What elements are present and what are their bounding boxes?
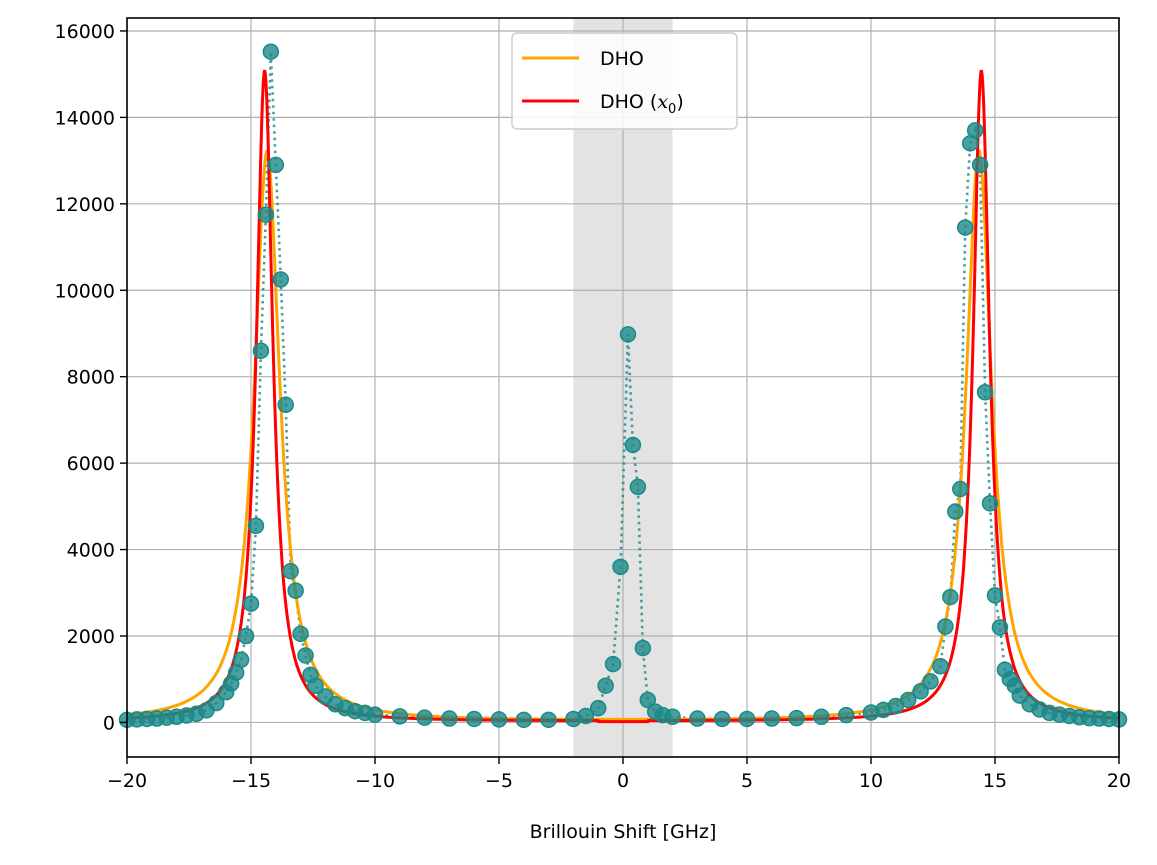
data-point [952, 480, 969, 498]
y-tick-label: 2000 [67, 626, 115, 648]
y-tick-label: 0 [103, 712, 115, 734]
data-point [232, 651, 250, 669]
y-tick-label: 12000 [55, 194, 115, 216]
data-point [391, 708, 409, 725]
x-tick-label: 0 [617, 770, 629, 792]
data-point [237, 627, 255, 645]
data-point [589, 699, 607, 717]
data-point [208, 694, 225, 712]
data-point [619, 326, 637, 343]
data-point [292, 625, 309, 643]
data-point [713, 710, 731, 728]
data-point [837, 706, 855, 724]
x-tick-label: −5 [485, 770, 513, 792]
data-point [981, 495, 999, 512]
legend-label: DHO (x0) [600, 91, 684, 117]
data-point [629, 478, 647, 496]
y-tick-label: 16000 [55, 21, 115, 43]
data-point [262, 43, 280, 60]
data-point [937, 618, 954, 635]
x-tick-label: −20 [107, 770, 147, 792]
tick-layer: −20 −15 −10 −5 0 5 10 15 20 0 2000 4000 6000 8000 1000… [55, 21, 1132, 792]
x-tick-label: −10 [355, 770, 395, 792]
data-point [689, 710, 706, 727]
data-point [639, 691, 657, 709]
data-point [947, 503, 964, 520]
data-point [813, 708, 830, 726]
data-point [932, 657, 949, 675]
data-point [971, 156, 989, 174]
data-point [465, 710, 483, 728]
data-point [912, 683, 929, 700]
data-point [577, 707, 595, 725]
y-tick-label: 14000 [55, 107, 115, 129]
data-point [540, 711, 557, 729]
data-point [252, 342, 270, 360]
data-point [307, 677, 324, 694]
data-point [738, 710, 756, 728]
x-tick-label: 20 [1107, 770, 1131, 792]
data-point [287, 582, 304, 599]
legend-label: DHO [600, 48, 644, 70]
data-point [991, 619, 1009, 636]
legend: DHO DHO (x0) [511, 32, 738, 130]
data-point [624, 436, 642, 454]
data-point [441, 710, 458, 727]
data-point [366, 706, 384, 723]
data-point [966, 122, 984, 139]
data-point [257, 206, 275, 223]
data-point [899, 691, 917, 709]
x-tick-label: 10 [859, 770, 883, 792]
data-point [956, 219, 974, 236]
y-tick-label: 4000 [67, 540, 115, 562]
data-point [416, 709, 433, 726]
data-point [282, 562, 299, 580]
data-point [515, 711, 533, 729]
data-point [612, 558, 629, 576]
data-point [664, 708, 681, 726]
data-point [604, 655, 622, 673]
data-point [597, 677, 614, 694]
data-point [986, 587, 1004, 604]
y-tick-label: 8000 [67, 367, 115, 389]
data-point [788, 709, 805, 727]
data-point [922, 673, 939, 690]
data-point [976, 384, 994, 401]
x-tick-label: 5 [741, 770, 753, 792]
y-tick-label: 6000 [67, 453, 115, 475]
dho-x0-fit-line [127, 69, 1119, 724]
x-axis-label: Brillouin Shift [GHz] [530, 821, 717, 843]
data-point [490, 711, 508, 728]
data-point [297, 647, 314, 664]
data-point [763, 710, 781, 727]
series-layer [118, 43, 1128, 729]
data-point [634, 639, 652, 657]
data-point [247, 517, 265, 535]
data-point [277, 396, 294, 414]
data-point [242, 595, 260, 612]
y-tick-label: 10000 [55, 280, 115, 302]
data-point [942, 588, 959, 606]
data-point [267, 156, 285, 174]
data-dotted-line [126, 51, 1120, 722]
x-tick-label: −15 [231, 770, 271, 792]
x-tick-label: 15 [983, 770, 1007, 792]
data-point [272, 271, 290, 288]
